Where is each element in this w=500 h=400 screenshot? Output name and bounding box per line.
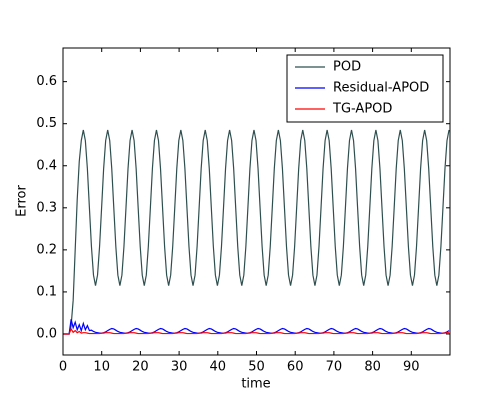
legend-label: TG-APOD [332, 102, 392, 117]
x-tick-label: 30 [171, 360, 188, 375]
x-tick-label: 80 [364, 360, 381, 375]
x-tick-label: 70 [326, 360, 343, 375]
y-tick-label: 0.6 [36, 74, 57, 89]
series-line [63, 327, 450, 335]
x-tick-label: 40 [210, 360, 227, 375]
y-tick-label: 0.3 [36, 200, 57, 215]
x-tick-label: 50 [248, 360, 265, 375]
y-tick-label: 0.5 [36, 116, 57, 131]
y-axis-label: Error [15, 185, 30, 217]
x-tick-label: 90 [403, 360, 420, 375]
y-tick-label: 0.4 [36, 158, 57, 173]
x-tick-label: 0 [59, 360, 67, 375]
series-line [63, 129, 450, 335]
x-tick-label: 10 [93, 360, 110, 375]
plot-frame [62, 47, 451, 356]
y-tick-label: 0.1 [36, 284, 57, 299]
x-tick-label: 60 [287, 360, 304, 375]
x-tick-label: 20 [132, 360, 149, 375]
y-tick-label: 0.2 [36, 242, 57, 257]
series-line [63, 319, 450, 335]
x-axis-label: time [241, 377, 270, 392]
legend-label: Residual-APOD [333, 81, 429, 96]
legend-label: POD [333, 60, 361, 75]
y-tick-label: 0.0 [36, 326, 57, 341]
